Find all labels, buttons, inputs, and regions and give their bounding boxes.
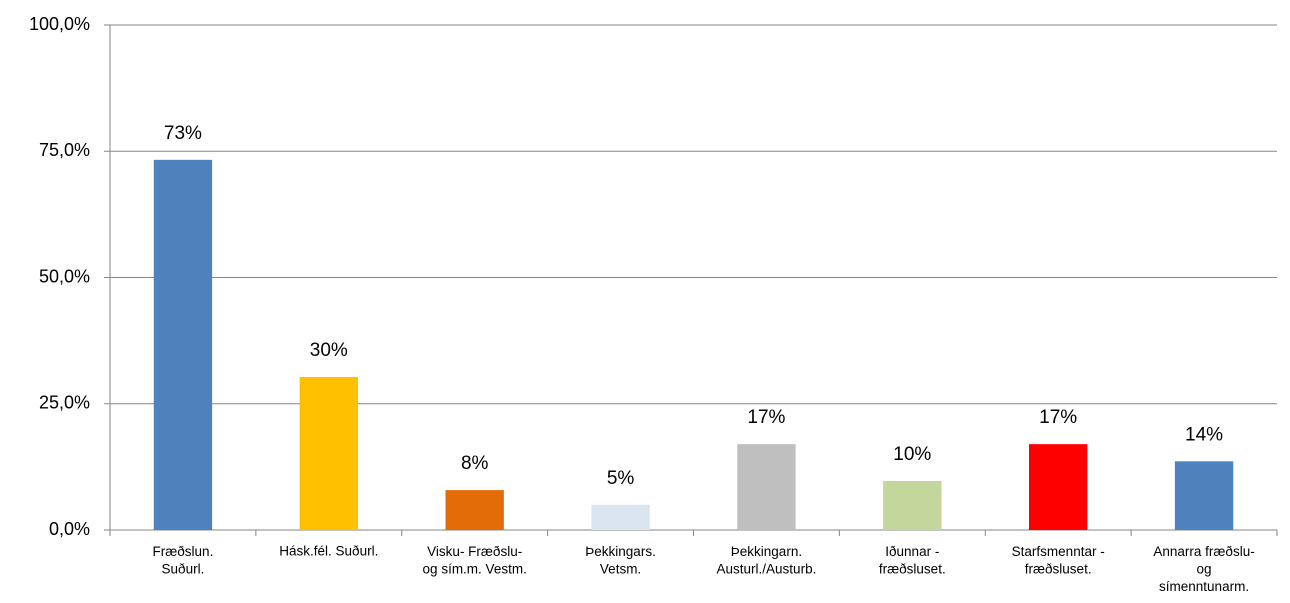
bar	[1174, 461, 1234, 530]
bar	[737, 444, 796, 530]
value-label: 10%	[893, 444, 931, 465]
bar	[153, 159, 213, 530]
value-label: 5%	[607, 468, 635, 489]
bar	[445, 490, 504, 530]
x-tick-label: Annarra fræðslu-og símenntunarm.	[1153, 544, 1254, 594]
y-tick-label: 25,0%	[39, 393, 90, 413]
y-tick-label: 100,0%	[29, 14, 90, 34]
x-tick-label: Fræðslun. Suðurl.	[153, 544, 214, 577]
x-tick-label: Hásk.fél. Suðurl.	[279, 544, 378, 559]
x-tick-label: Iðunnar -fræðsluset.	[879, 544, 946, 577]
bar	[1029, 444, 1088, 530]
value-label: 14%	[1185, 424, 1223, 445]
value-label: 8%	[461, 453, 489, 474]
bar	[299, 376, 358, 530]
value-label: 30%	[310, 340, 348, 361]
x-tick-label: Visku- Fræðslu-og sím.m. Vestm.	[423, 544, 527, 577]
y-tick-label: 50,0%	[39, 266, 90, 286]
value-label: 17%	[747, 407, 785, 428]
value-label: 73%	[164, 123, 202, 144]
x-tick-label: Þekkingars. Vetsm.	[585, 544, 656, 577]
x-tick-label: Þekkingarn. Austurl./Austurb.	[717, 544, 817, 577]
value-label: 17%	[1039, 407, 1077, 428]
y-tick-label: 0,0%	[49, 519, 90, 539]
bar	[883, 481, 942, 530]
x-tick-label: Starfsmenntar -fræðsluset.	[1012, 544, 1105, 577]
y-tick-label: 75,0%	[39, 140, 90, 160]
bar	[591, 504, 650, 530]
